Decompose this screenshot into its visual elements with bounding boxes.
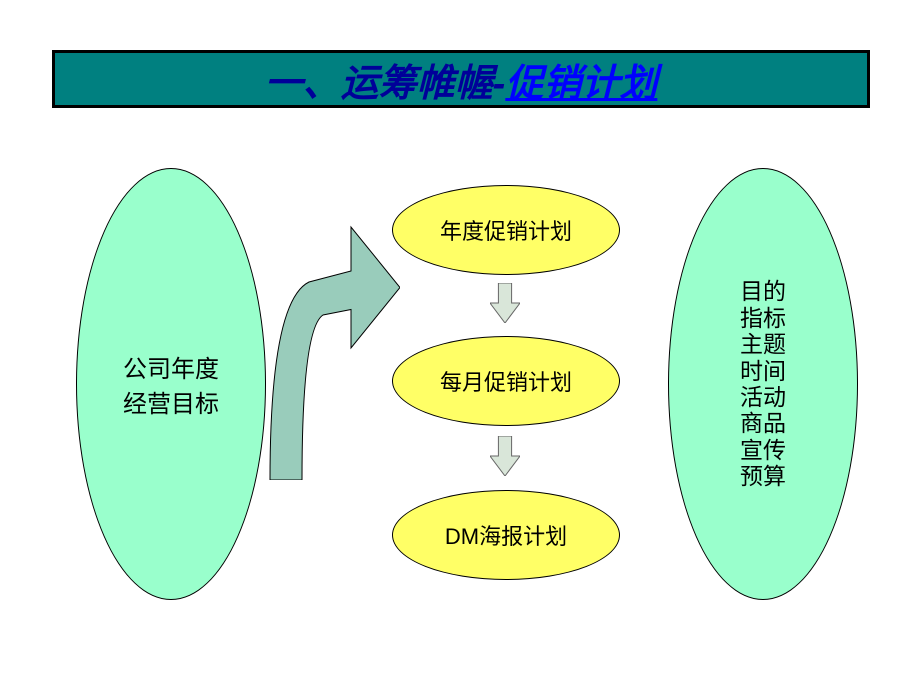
right-ellipse-text: 目的 指标 主题 时间 活动 商品 宣传 预算 xyxy=(740,278,786,490)
title-part2: 促销计划 xyxy=(505,52,657,107)
left-ellipse-line1: 公司年度 xyxy=(123,349,219,384)
center-ellipse-label: 年度促销计划 xyxy=(440,214,572,246)
right-line: 主题 xyxy=(740,331,786,357)
left-ellipse: 公司年度 经营目标 xyxy=(76,168,266,600)
right-line: 目的 xyxy=(740,278,786,304)
center-ellipse-annual: 年度促销计划 xyxy=(392,185,620,275)
right-line: 时间 xyxy=(740,358,786,384)
down-arrow-icon xyxy=(490,283,520,323)
right-line: 指标 xyxy=(740,305,786,331)
title-part1: 一、运筹帷幄- xyxy=(265,52,506,107)
right-ellipse: 目的 指标 主题 时间 活动 商品 宣传 预算 xyxy=(668,168,858,600)
right-line: 宣传 xyxy=(740,437,786,463)
center-ellipse-label: 每月促销计划 xyxy=(440,365,572,397)
down-arrow-icon xyxy=(490,436,520,476)
right-line: 预算 xyxy=(740,463,786,489)
center-ellipse-label: DM海报计划 xyxy=(445,519,567,551)
curved-arrow-icon xyxy=(260,205,400,480)
title-bar: 一、运筹帷幄- 促销计划 xyxy=(52,50,870,108)
center-ellipse-monthly: 每月促销计划 xyxy=(392,336,620,426)
right-line: 活动 xyxy=(740,384,786,410)
left-ellipse-line2: 经营目标 xyxy=(123,384,219,419)
center-ellipse-dm: DM海报计划 xyxy=(392,490,620,580)
right-line: 商品 xyxy=(740,410,786,436)
